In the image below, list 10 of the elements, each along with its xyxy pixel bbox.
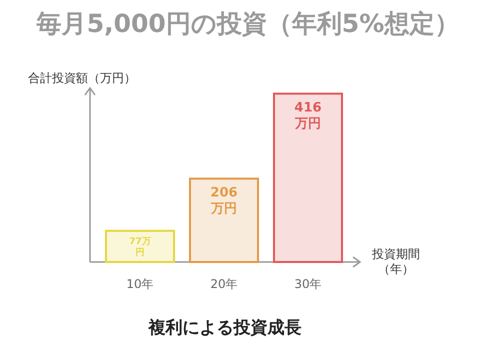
x-tick-label: 30年	[294, 277, 322, 291]
data-label: 206万円	[210, 186, 238, 217]
x-axis-title: 投資期間（年）	[371, 247, 420, 276]
data-label: 416万円	[294, 100, 322, 132]
x-tick-label: 10年	[126, 277, 154, 291]
data-label: 77万円	[129, 236, 151, 258]
text: 複利による投資成長	[148, 318, 302, 338]
chart-title: 毎月5,000円の投資（年利5%想定）	[36, 9, 460, 38]
x-tick-label: 20年	[210, 277, 238, 291]
y-axis-title: 合計投資額（万円）	[28, 71, 136, 85]
